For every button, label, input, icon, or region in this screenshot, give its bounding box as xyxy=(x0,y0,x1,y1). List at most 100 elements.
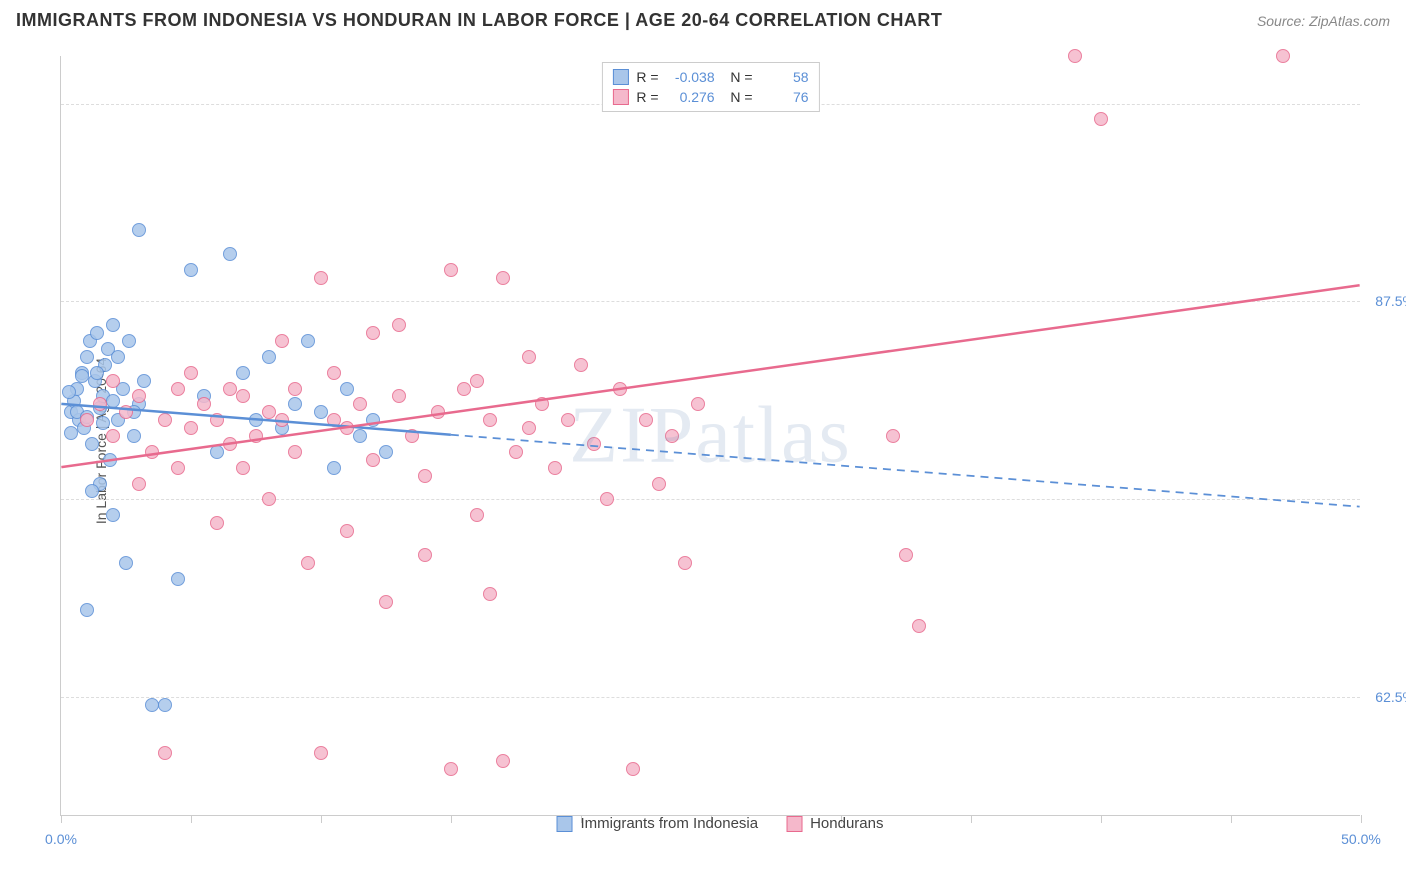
legend-row: R = -0.038 N = 58 xyxy=(612,67,808,87)
legend-n-label: N = xyxy=(723,69,753,85)
legend-n-label: N = xyxy=(723,89,753,105)
data-point xyxy=(132,389,146,403)
data-point xyxy=(457,382,471,396)
x-tick xyxy=(1101,815,1102,823)
data-point xyxy=(613,382,627,396)
y-tick-label: 62.5% xyxy=(1375,689,1406,705)
data-point xyxy=(197,397,211,411)
data-point xyxy=(444,263,458,277)
x-tick xyxy=(451,815,452,823)
data-point xyxy=(366,453,380,467)
legend-item: Immigrants from Indonesia xyxy=(557,815,759,832)
data-point xyxy=(327,366,341,380)
data-point xyxy=(314,746,328,760)
legend-item: Hondurans xyxy=(786,815,883,832)
data-point xyxy=(223,382,237,396)
data-point xyxy=(418,469,432,483)
x-tick xyxy=(321,815,322,823)
data-point xyxy=(340,524,354,538)
data-point xyxy=(106,394,120,408)
data-point xyxy=(262,405,276,419)
data-point xyxy=(103,453,117,467)
data-point xyxy=(587,437,601,451)
data-point xyxy=(548,461,562,475)
x-tick xyxy=(1231,815,1232,823)
data-point xyxy=(366,413,380,427)
data-point xyxy=(483,587,497,601)
data-point xyxy=(314,271,328,285)
data-point xyxy=(652,477,666,491)
data-point xyxy=(275,413,289,427)
data-point xyxy=(327,413,341,427)
data-point xyxy=(288,382,302,396)
data-point xyxy=(184,421,198,435)
data-point xyxy=(912,619,926,633)
data-point xyxy=(90,366,104,380)
gridline xyxy=(61,697,1360,698)
chart-source: Source: ZipAtlas.com xyxy=(1257,13,1390,29)
legend-swatch xyxy=(557,816,573,832)
data-point xyxy=(301,334,315,348)
data-point xyxy=(262,350,276,364)
data-point xyxy=(600,492,614,506)
data-point xyxy=(80,350,94,364)
data-point xyxy=(184,263,198,277)
data-point xyxy=(158,413,172,427)
data-point xyxy=(470,508,484,522)
data-point xyxy=(80,603,94,617)
series-legend: Immigrants from Indonesia Hondurans xyxy=(557,815,884,832)
data-point xyxy=(639,413,653,427)
data-point xyxy=(62,385,76,399)
data-point xyxy=(145,698,159,712)
data-point xyxy=(85,484,99,498)
data-point xyxy=(236,389,250,403)
data-point xyxy=(691,397,705,411)
data-point xyxy=(106,318,120,332)
gridline xyxy=(61,301,1360,302)
legend-swatch xyxy=(612,89,628,105)
data-point xyxy=(340,382,354,396)
correlation-legend: R = -0.038 N = 58R = 0.276 N = 76 xyxy=(601,62,819,112)
legend-n-value: 58 xyxy=(761,69,809,85)
data-point xyxy=(496,271,510,285)
data-point xyxy=(184,366,198,380)
data-point xyxy=(665,429,679,443)
watermark-text: ZIPatlas xyxy=(569,390,852,481)
data-point xyxy=(301,556,315,570)
data-point xyxy=(64,426,78,440)
data-point xyxy=(119,556,133,570)
data-point xyxy=(522,350,536,364)
data-point xyxy=(899,548,913,562)
data-point xyxy=(353,429,367,443)
data-point xyxy=(574,358,588,372)
x-tick xyxy=(971,815,972,823)
data-point xyxy=(288,445,302,459)
data-point xyxy=(236,461,250,475)
data-point xyxy=(210,516,224,530)
data-point xyxy=(106,429,120,443)
data-point xyxy=(1276,49,1290,63)
data-point xyxy=(127,429,141,443)
legend-swatch xyxy=(786,816,802,832)
data-point xyxy=(275,334,289,348)
data-point xyxy=(379,595,393,609)
data-point xyxy=(392,389,406,403)
data-point xyxy=(75,369,89,383)
data-point xyxy=(80,413,94,427)
legend-r-value: 0.276 xyxy=(667,89,715,105)
data-point xyxy=(522,421,536,435)
data-point xyxy=(1068,49,1082,63)
legend-r-label: R = xyxy=(636,89,658,105)
data-point xyxy=(886,429,900,443)
plot-area: ZIPatlas R = -0.038 N = 58R = 0.276 N = … xyxy=(60,56,1360,816)
data-point xyxy=(444,762,458,776)
data-point xyxy=(158,698,172,712)
gridline xyxy=(61,499,1360,500)
data-point xyxy=(210,413,224,427)
legend-label: Hondurans xyxy=(810,815,883,832)
data-point xyxy=(122,334,136,348)
data-point xyxy=(171,461,185,475)
data-point xyxy=(483,413,497,427)
data-point xyxy=(106,374,120,388)
data-point xyxy=(158,746,172,760)
